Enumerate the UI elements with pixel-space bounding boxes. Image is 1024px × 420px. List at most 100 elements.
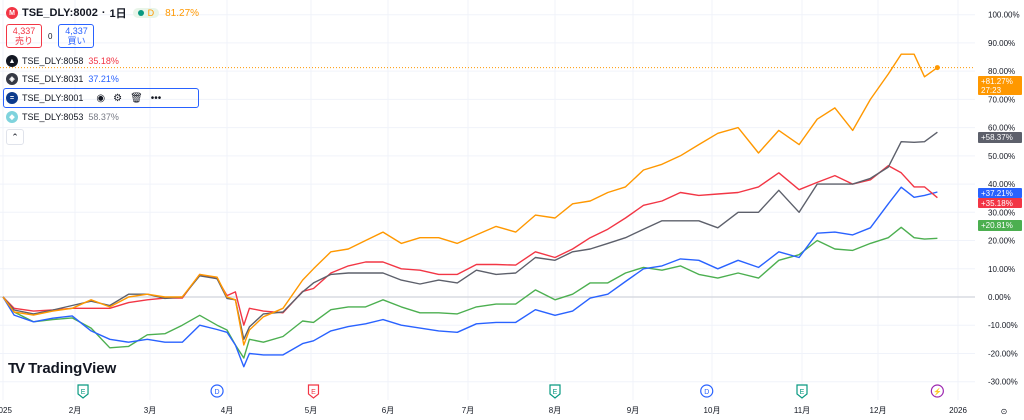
itochu-icon: = <box>6 92 18 104</box>
compare-symbol: TSE_DLY:8001 <box>22 93 84 103</box>
spread: 0 <box>48 31 53 41</box>
series-line-8031 <box>2 186 938 368</box>
event-markers: E D E E D E ⚡ <box>77 384 944 399</box>
y-tick-label: 40.00% <box>988 180 1015 189</box>
last-value-labels: +81.27%27:23 +58.37% +37.21%+35.18% +20.81% <box>978 76 1022 231</box>
main-change: 81.27% <box>165 7 200 19</box>
main-symbol[interactable]: TSE_DLY:8002 <box>22 7 98 19</box>
series-line-8053 <box>2 131 938 340</box>
compare-value: 58.37% <box>88 112 119 122</box>
market-open-icon <box>137 10 144 16</box>
sumitomo-icon: ◆ <box>6 111 18 123</box>
badge-letter: D <box>147 8 155 18</box>
series-line-8002 <box>2 53 938 346</box>
event-letter: E <box>553 389 558 396</box>
y-tick-label: 80.00% <box>988 67 1015 76</box>
last-value-label-bg <box>978 76 1022 95</box>
sell-button[interactable]: 4,337 売り <box>6 24 42 48</box>
interval[interactable]: 1日 <box>109 8 127 20</box>
mitsui-icon: ◈ <box>6 73 18 85</box>
compare-symbol: TSE_DLY:8031 <box>22 74 84 84</box>
mitsubishi-icon: ▲ <box>6 55 18 67</box>
last-value-label: +81.27% <box>981 77 1013 86</box>
compare-row-8053[interactable]: ◆ TSE_DLY:8053 58.37% <box>6 108 199 126</box>
y-tick-label: 30.00% <box>988 208 1015 217</box>
earnings-icon <box>549 384 561 399</box>
y-tick-label: 10.00% <box>988 265 1015 274</box>
buy-button[interactable]: 4,337 買い <box>58 24 95 48</box>
tv-logo-icon: TV <box>8 360 25 377</box>
compare-row-8031[interactable]: ◈ TSE_DLY:8031 37.21% <box>6 70 199 88</box>
event-letter: E <box>81 389 86 396</box>
x-tick-label: 9月 <box>627 406 639 415</box>
eye-icon[interactable]: ◉ <box>96 92 106 104</box>
main-symbol-row[interactable]: M TSE_DLY:8002 · 1日 D 81.27% <box>6 4 199 22</box>
x-tick-label: 11月 <box>794 406 810 415</box>
settings-icon[interactable]: ⚙ <box>113 92 123 104</box>
earnings-icon <box>796 384 808 399</box>
event-letter: ⚡ <box>933 387 942 396</box>
trash-icon[interactable]: 🗑 <box>130 92 143 104</box>
collapse-legend-button[interactable]: ⌃ <box>6 129 24 145</box>
x-tick-label: 12月 <box>870 406 887 415</box>
y-tick-label: 50.00% <box>988 152 1015 161</box>
separator: · <box>101 7 106 19</box>
y-tick-label: -30.00% <box>988 378 1018 387</box>
event-letter: D <box>704 389 709 396</box>
brand-name: TradingView <box>28 360 117 377</box>
buy-label: 買い <box>67 36 86 46</box>
x-tick-label: 2月 <box>69 406 81 415</box>
last-value-label-bg <box>978 220 1022 231</box>
sell-label: 売り <box>14 36 33 46</box>
x-tick-label: 7月 <box>462 406 474 415</box>
x-tick-label: 2025 <box>0 406 12 415</box>
time-axis: 2025 2月 3月 4月 5月 6月 7月 8月 9月 10月 11月 12月 2026 ⊙ <box>0 406 1007 416</box>
price-axis: 100.00% 90.00% 80.00% 70.00% 60.00% 50.00% 40.… <box>988 11 1020 387</box>
event-letter: E <box>311 389 316 396</box>
more-icon[interactable]: ••• <box>150 92 162 104</box>
last-value-label-bg <box>978 198 1022 208</box>
trade-buttons: 4,337 売り 0 4,337 買い <box>6 24 199 48</box>
y-tick-label: 100.00% <box>988 11 1020 20</box>
series-line-8001 <box>2 226 938 359</box>
last-point-marker <box>934 65 940 71</box>
legend: M TSE_DLY:8002 · 1日 D 81.27% 4,337 売り 0 … <box>3 4 200 145</box>
dividend-icon <box>700 384 714 398</box>
x-tick-label: 6月 <box>382 406 394 415</box>
compare-row-8001[interactable]: = TSE_DLY:8001 ◉ ⚙ 🗑 ••• <box>3 88 200 108</box>
x-tick-label: 10月 <box>704 406 721 415</box>
last-value-label-bg <box>978 188 1022 198</box>
compare-value: 37.21% <box>88 74 119 84</box>
last-value-label: +20.81% <box>981 221 1013 230</box>
last-value-label-bg <box>978 132 1022 143</box>
sell-price: 4,337 <box>12 26 36 36</box>
x-tick-label: 4月 <box>221 406 233 415</box>
split-icon <box>930 384 944 398</box>
mitsubishi-corp-icon: M <box>6 7 18 19</box>
series-line-8058 <box>2 164 938 326</box>
y-tick-label: -10.00% <box>988 321 1018 330</box>
market-status-badge[interactable]: D <box>132 8 160 18</box>
x-tick-label: 8月 <box>549 406 561 415</box>
event-letter: D <box>215 389 220 396</box>
dividend-icon <box>210 384 224 398</box>
x-tick-label: 3月 <box>144 406 156 415</box>
y-tick-label: 0.00% <box>988 293 1011 302</box>
last-value-label: +58.37% <box>981 133 1013 142</box>
event-letter: E <box>800 389 805 396</box>
earnings-icon <box>77 384 89 399</box>
y-tick-label: 70.00% <box>988 95 1015 104</box>
axis-settings-icon[interactable]: ⊙ <box>1001 407 1008 416</box>
buy-price: 4,337 <box>65 26 88 36</box>
y-tick-label: 60.00% <box>988 124 1015 133</box>
x-tick-label: 5月 <box>305 406 317 415</box>
compare-symbol: TSE_DLY:8058 <box>22 56 84 66</box>
last-value-label: +37.21% <box>981 189 1013 198</box>
compare-row-8058[interactable]: ▲ TSE_DLY:8058 35.18% <box>6 52 199 70</box>
x-tick-label: 2026 <box>949 406 967 415</box>
tradingview-logo[interactable]: TV TradingView <box>8 360 116 377</box>
y-tick-label: 20.00% <box>988 237 1015 246</box>
y-tick-label: -20.00% <box>988 349 1018 358</box>
last-value-label: +35.18% <box>981 199 1013 208</box>
